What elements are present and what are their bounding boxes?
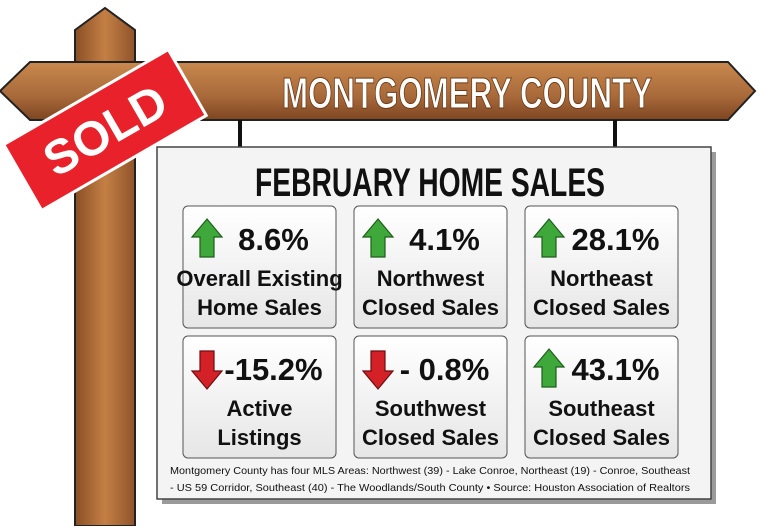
badge-shape [1,47,209,213]
arrow-up [532,218,566,258]
tile [353,335,508,459]
tile-value: 4.1% [409,222,480,257]
tiles: 8.6% Overall Existing Home Sales 4.1% Northw… [176,205,679,459]
footnote-line: Montgomery County has four MLS Areas: No… [170,465,690,477]
tile-label: Overall Existing [176,266,342,291]
arrow-up [361,218,395,258]
tile-value: 8.6% [238,222,309,257]
tile-label: Northeast [550,266,653,291]
tile-value: - 0.8% [400,352,490,387]
tile-label: Active [226,396,292,421]
arrow-down [361,350,395,390]
tile-label: Closed Sales [533,295,670,320]
tile-label: Southeast [548,396,655,421]
arrow-up [190,218,224,258]
tile-value: 43.1% [572,352,660,387]
tile-label: Home Sales [197,295,322,320]
tile-label: Closed Sales [533,425,670,450]
tile-label: Closed Sales [362,425,499,450]
tile-label: Southwest [375,396,487,421]
tile [182,335,337,459]
footnote-line: - US 59 Corridor, Southeast (40) - The W… [170,482,690,494]
tile-value: 28.1% [572,222,660,257]
tile-label: Closed Sales [362,295,499,320]
tile-label: Northwest [377,266,485,291]
sign-title: MONTGOMERY COUNTY [282,69,652,118]
arrow-down [190,350,224,390]
arrow-up [532,348,566,388]
tile-value: -15.2% [224,352,322,387]
tile-label: Listings [217,425,301,450]
board-title: FEBRUARY HOME SALES [255,161,605,205]
